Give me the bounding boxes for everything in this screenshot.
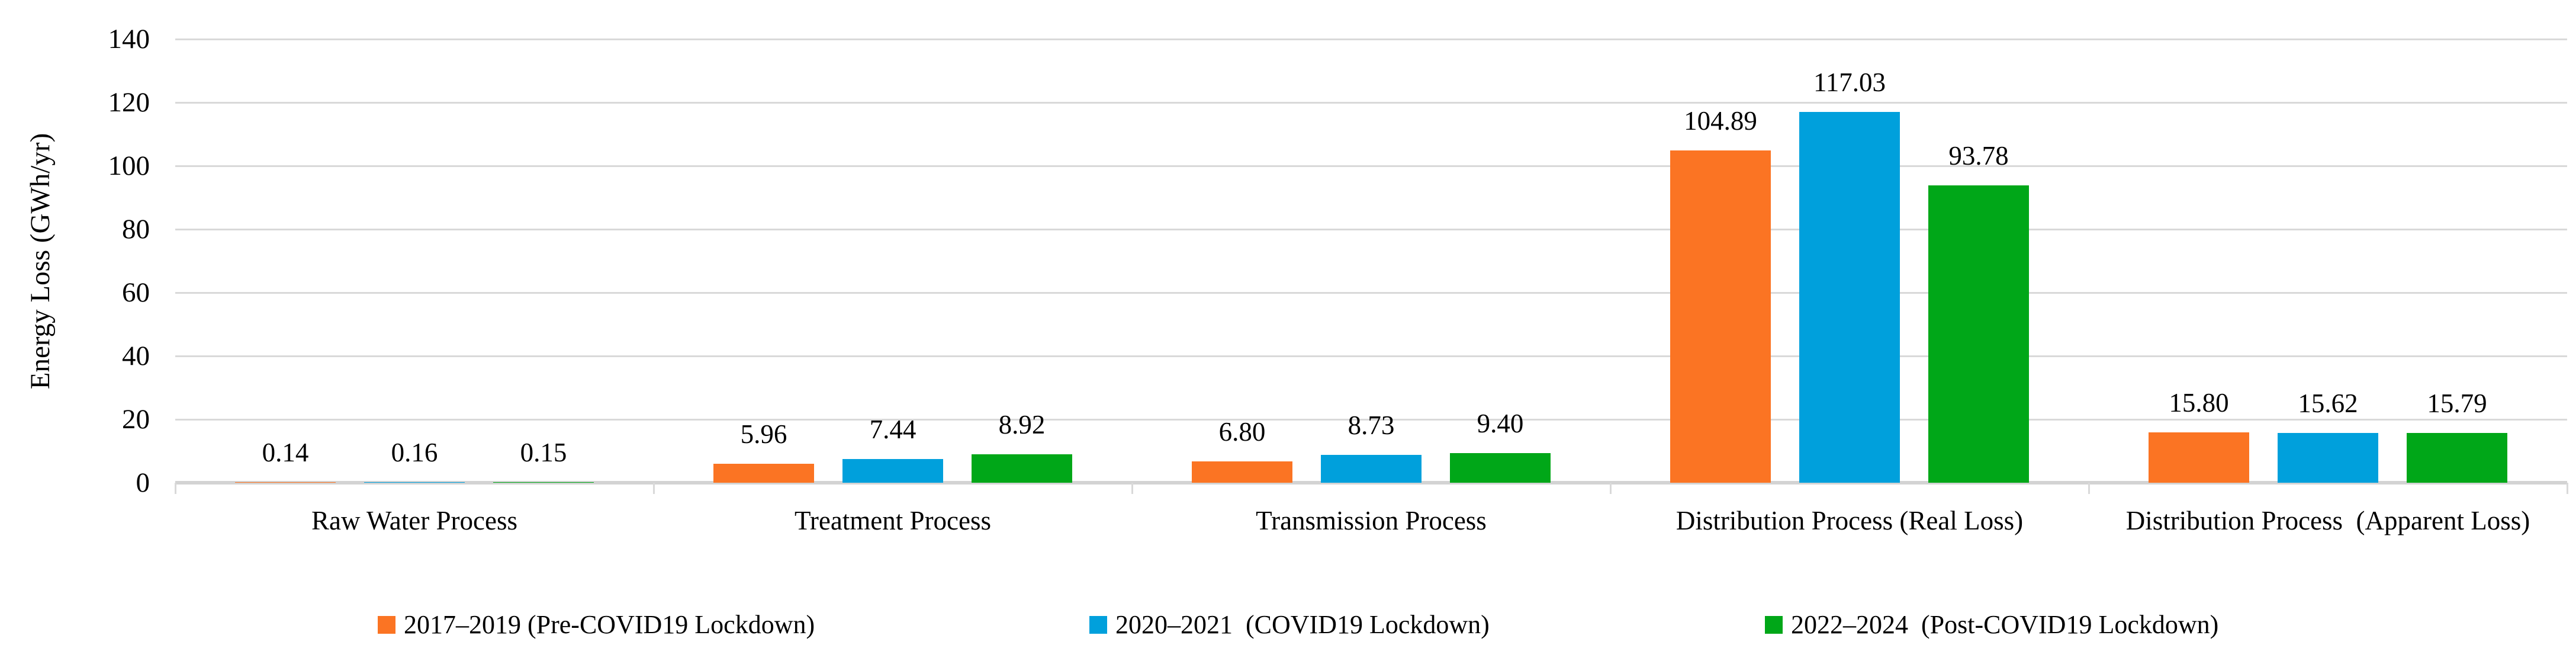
y-tick-label: 80	[122, 214, 150, 245]
y-tick-label: 140	[108, 24, 150, 54]
value-label: 8.92	[998, 410, 1046, 439]
value-label: 15.62	[2298, 389, 2358, 418]
bar	[1670, 150, 1771, 483]
bar	[235, 482, 336, 483]
value-label: 104.89	[1684, 106, 1757, 136]
value-label: 15.80	[2169, 388, 2229, 418]
y-tick-label: 100	[108, 150, 150, 181]
bar	[972, 454, 1072, 483]
category-label: Transmission Process	[1256, 506, 1487, 535]
legend-label: 2020–2021 (COVID19 Lockdown)	[1115, 610, 1490, 639]
value-label: 7.44	[869, 415, 916, 444]
gridline	[175, 355, 2567, 357]
gridline	[175, 165, 2567, 167]
bar	[1450, 453, 1551, 483]
value-label: 9.40	[1477, 409, 1524, 438]
category-boundary-tick	[2088, 483, 2090, 494]
legend-swatch-icon	[1765, 616, 1783, 634]
bar	[1928, 185, 2029, 483]
y-axis-title: Energy Loss (GWh/yr)	[25, 133, 56, 390]
value-label: 0.15	[520, 438, 567, 467]
value-label: 93.78	[1948, 141, 2009, 171]
bar	[2278, 433, 2378, 483]
category-label: Distribution Process (Real Loss)	[1675, 506, 2024, 535]
category-boundary-tick	[1609, 483, 1612, 494]
bar	[713, 464, 814, 483]
category-boundary-tick	[2566, 483, 2568, 494]
legend-item: 2017–2019 (Pre-COVID19 Lockdown)	[378, 610, 815, 640]
value-label: 0.16	[391, 438, 438, 467]
value-label: 8.73	[1348, 410, 1395, 440]
value-label: 5.96	[740, 419, 787, 449]
category-label: Raw Water Process	[311, 506, 517, 535]
gridline	[175, 101, 2567, 104]
x-axis-line	[175, 481, 2567, 484]
bar	[2407, 433, 2507, 483]
bar	[1321, 455, 1422, 483]
bar	[1192, 461, 1292, 483]
legend-label: 2022–2024 (Post-COVID19 Lockdown)	[1791, 610, 2219, 639]
legend-label: 2017–2019 (Pre-COVID19 Lockdown)	[404, 610, 815, 639]
y-tick-label: 20	[122, 404, 150, 435]
gridline	[175, 228, 2567, 230]
value-label: 0.14	[262, 438, 309, 467]
gridline	[175, 291, 2567, 294]
bar	[1799, 112, 1900, 483]
bar	[2149, 432, 2249, 483]
value-label: 117.03	[1813, 68, 1886, 97]
value-label: 15.79	[2427, 389, 2487, 418]
legend-swatch-icon	[378, 616, 395, 634]
y-tick-label: 120	[108, 87, 150, 118]
bar	[493, 482, 594, 483]
category-boundary-tick	[652, 483, 655, 494]
y-tick-label: 40	[122, 341, 150, 371]
gridline	[175, 38, 2567, 40]
bar	[364, 482, 465, 483]
legend-swatch-icon	[1089, 616, 1107, 634]
y-tick-label: 60	[122, 277, 150, 308]
category-boundary-tick	[174, 483, 176, 494]
y-tick-label: 0	[136, 467, 150, 498]
value-label: 6.80	[1218, 417, 1266, 447]
legend-item: 2022–2024 (Post-COVID19 Lockdown)	[1765, 610, 2218, 640]
category-label: Treatment Process	[794, 506, 992, 535]
bar	[842, 459, 943, 483]
category-boundary-tick	[1131, 483, 1133, 494]
legend-item: 2020–2021 (COVID19 Lockdown)	[1089, 610, 1490, 640]
category-label: Distribution Process (Apparent Loss)	[2125, 506, 2530, 535]
gridline	[175, 418, 2567, 421]
